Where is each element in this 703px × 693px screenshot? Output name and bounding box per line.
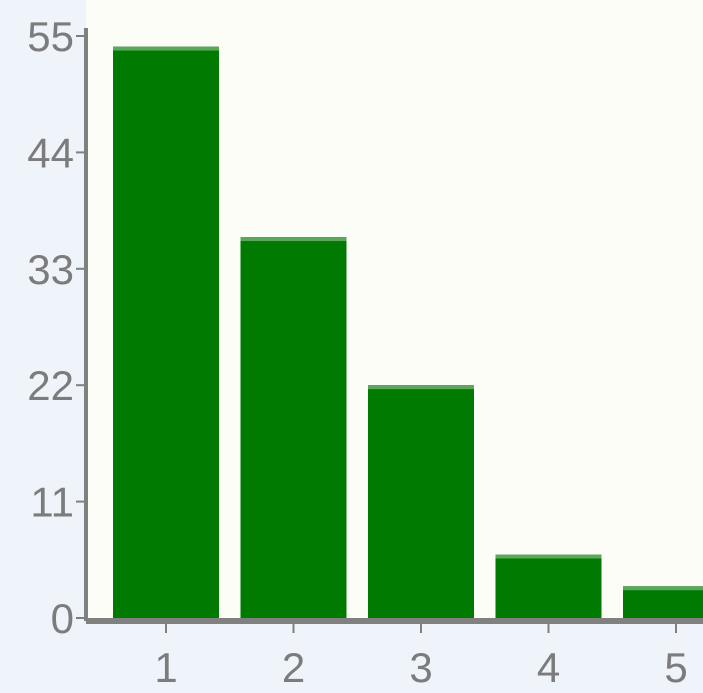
bar-top-highlight-4 [495, 554, 602, 559]
y-tick-label: 0 [51, 595, 74, 642]
bars-group [113, 46, 703, 619]
y-tick-label: 11 [30, 479, 74, 526]
bar-2 [240, 237, 347, 618]
x-tick-label: 1 [154, 644, 177, 688]
bar-top-highlight-5 [623, 586, 703, 591]
bar-top-highlight-1 [113, 46, 219, 51]
y-tick-label: 44 [27, 129, 74, 176]
bar-1 [113, 46, 219, 619]
y-axis-ticks: 0 11 22 33 44 55 [27, 13, 86, 642]
x-tick-label: 4 [537, 644, 560, 688]
bar-3 [368, 385, 474, 618]
x-tick-label: 5 [664, 644, 687, 688]
x-tick-label: 2 [282, 644, 305, 688]
bar-top-highlight-3 [368, 385, 474, 390]
y-tick-label: 22 [27, 362, 74, 409]
y-tick-label: 33 [27, 246, 74, 293]
x-tick-label: 3 [409, 644, 432, 688]
bar-top-highlight-2 [240, 237, 347, 242]
x-axis-ticks: 1 2 3 4 5 [154, 621, 688, 691]
bar-5 [623, 586, 703, 618]
bar-4 [495, 554, 602, 618]
y-tick-label: 55 [27, 13, 74, 60]
